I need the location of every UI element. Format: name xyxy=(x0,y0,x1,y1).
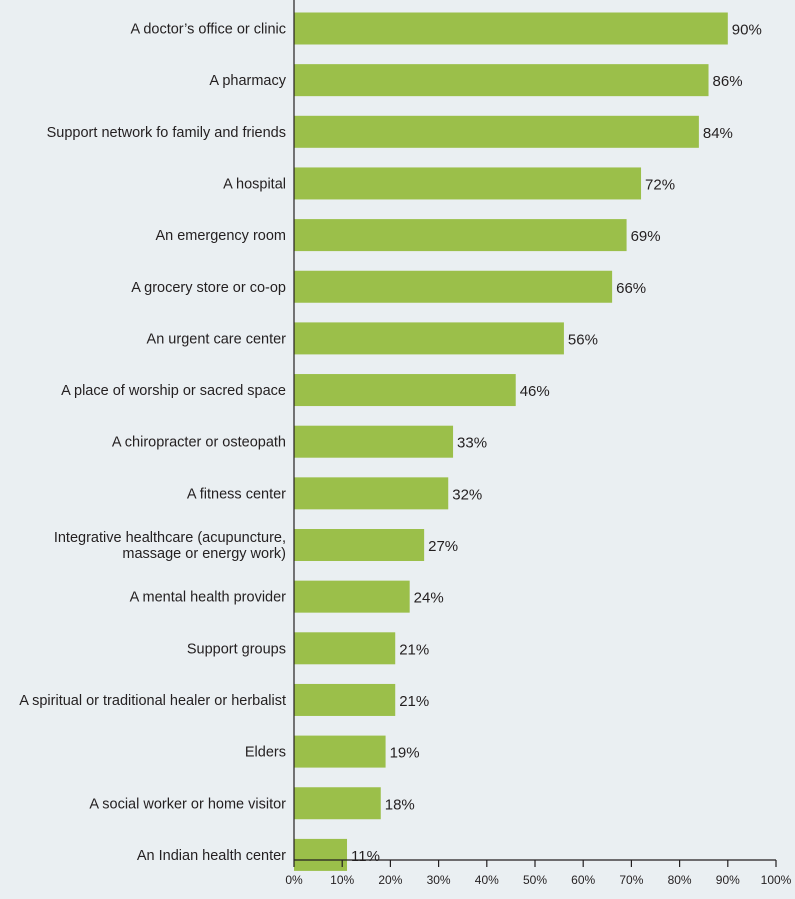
bar xyxy=(294,632,396,665)
bar-group: Elders 19% xyxy=(245,735,420,768)
value-label: 33% xyxy=(457,435,487,452)
bar-group: A social worker or home visitor 18% xyxy=(89,787,415,820)
value-label: 56% xyxy=(568,331,598,348)
value-label: 72% xyxy=(645,176,675,193)
category-label: Integrative healthcare (acupuncture, mass… xyxy=(54,530,286,562)
x-tick-label: 50% xyxy=(523,873,547,887)
bar xyxy=(294,64,709,97)
bar xyxy=(294,683,396,716)
category-label: Elders xyxy=(245,745,286,761)
bar-group: Support network fo family and friends 84% xyxy=(47,115,733,148)
bar xyxy=(294,787,381,820)
value-label: 21% xyxy=(399,641,429,658)
x-axis: 0% 10% 20% 30% 40% 50% 60% 70% 80% 90% 100% xyxy=(285,0,792,887)
value-label: 27% xyxy=(428,538,458,555)
bar xyxy=(294,529,425,561)
category-label: A pharmacy xyxy=(209,73,286,89)
bar xyxy=(294,322,564,355)
value-label: 18% xyxy=(385,796,415,813)
x-tick-label: 20% xyxy=(378,873,402,887)
category-label: A hospital xyxy=(223,176,286,192)
bar-group: Support groups 21% xyxy=(187,632,429,665)
value-label: 11% xyxy=(351,848,380,865)
bar-group: A pharmacy 86% xyxy=(209,64,743,97)
value-label: 19% xyxy=(390,745,420,762)
bar xyxy=(294,374,516,407)
category-label: A doctor’s office or clinic xyxy=(130,22,286,38)
category-label: A spiritual or traditional healer or her… xyxy=(19,693,286,709)
category-label: A grocery store or co-op xyxy=(131,280,286,296)
x-tick-label: 100% xyxy=(761,873,792,887)
value-label: 46% xyxy=(520,383,550,400)
bar xyxy=(294,270,613,303)
bar xyxy=(294,167,642,200)
value-label: 32% xyxy=(452,486,482,503)
bar-group: Integrative healthcare (acupuncture, mass… xyxy=(54,529,458,562)
category-label: Support network fo family and friends xyxy=(47,125,286,141)
category-label: An urgent care center xyxy=(147,331,287,347)
bar xyxy=(294,12,728,45)
category-label: A chiropracter or osteopath xyxy=(112,435,286,451)
bar xyxy=(294,425,454,458)
bar xyxy=(294,477,449,510)
category-label: A place of worship or sacred space xyxy=(61,383,286,399)
category-label: A fitness center xyxy=(187,486,286,502)
bar xyxy=(294,838,348,871)
category-label: A mental health provider xyxy=(130,590,287,606)
bar-group: A grocery store or co-op 66% xyxy=(131,270,646,303)
bar-group: A spiritual or traditional healer or her… xyxy=(19,683,429,716)
bar xyxy=(294,580,410,613)
bar-group: An Indian health center 11% xyxy=(137,838,380,871)
bar xyxy=(294,735,386,768)
value-label: 69% xyxy=(631,228,661,245)
bar xyxy=(294,219,627,252)
x-tick-label: 90% xyxy=(716,873,740,887)
category-label: An emergency room xyxy=(155,228,286,244)
x-tick-label: 70% xyxy=(619,873,643,887)
bar-group: An urgent care center 56% xyxy=(147,322,598,355)
category-label: A social worker or home visitor xyxy=(89,796,286,812)
bar-group: A hospital 72% xyxy=(223,167,675,200)
value-label: 21% xyxy=(399,693,429,710)
bar-group: A mental health provider 24% xyxy=(130,580,444,613)
x-tick-label: 40% xyxy=(475,873,499,887)
value-label: 90% xyxy=(732,22,762,39)
bar-group: A fitness center 32% xyxy=(187,477,482,510)
value-label: 24% xyxy=(414,590,444,607)
x-tick-label: 80% xyxy=(668,873,692,887)
bar-group: An emergency room 69% xyxy=(155,219,661,252)
bar-group: A doctor’s office or clinic 90% xyxy=(130,12,762,45)
x-tick-label: 0% xyxy=(285,873,303,887)
x-tick-label: 60% xyxy=(571,873,595,887)
value-label: 86% xyxy=(713,73,743,90)
x-tick-label: 30% xyxy=(427,873,451,887)
bar xyxy=(294,115,699,148)
category-label: Support groups xyxy=(187,641,286,657)
bar-group: A chiropracter or osteopath 33% xyxy=(112,425,487,458)
bars-layer: A doctor’s office or clinic 90% A pharmacy… xyxy=(19,12,762,871)
bar-group: A place of worship or sacred space 46% xyxy=(61,374,550,407)
x-tick-label: 10% xyxy=(330,873,354,887)
value-label: 84% xyxy=(703,125,733,142)
value-label: 66% xyxy=(616,280,646,297)
category-label: An Indian health center xyxy=(137,848,286,864)
